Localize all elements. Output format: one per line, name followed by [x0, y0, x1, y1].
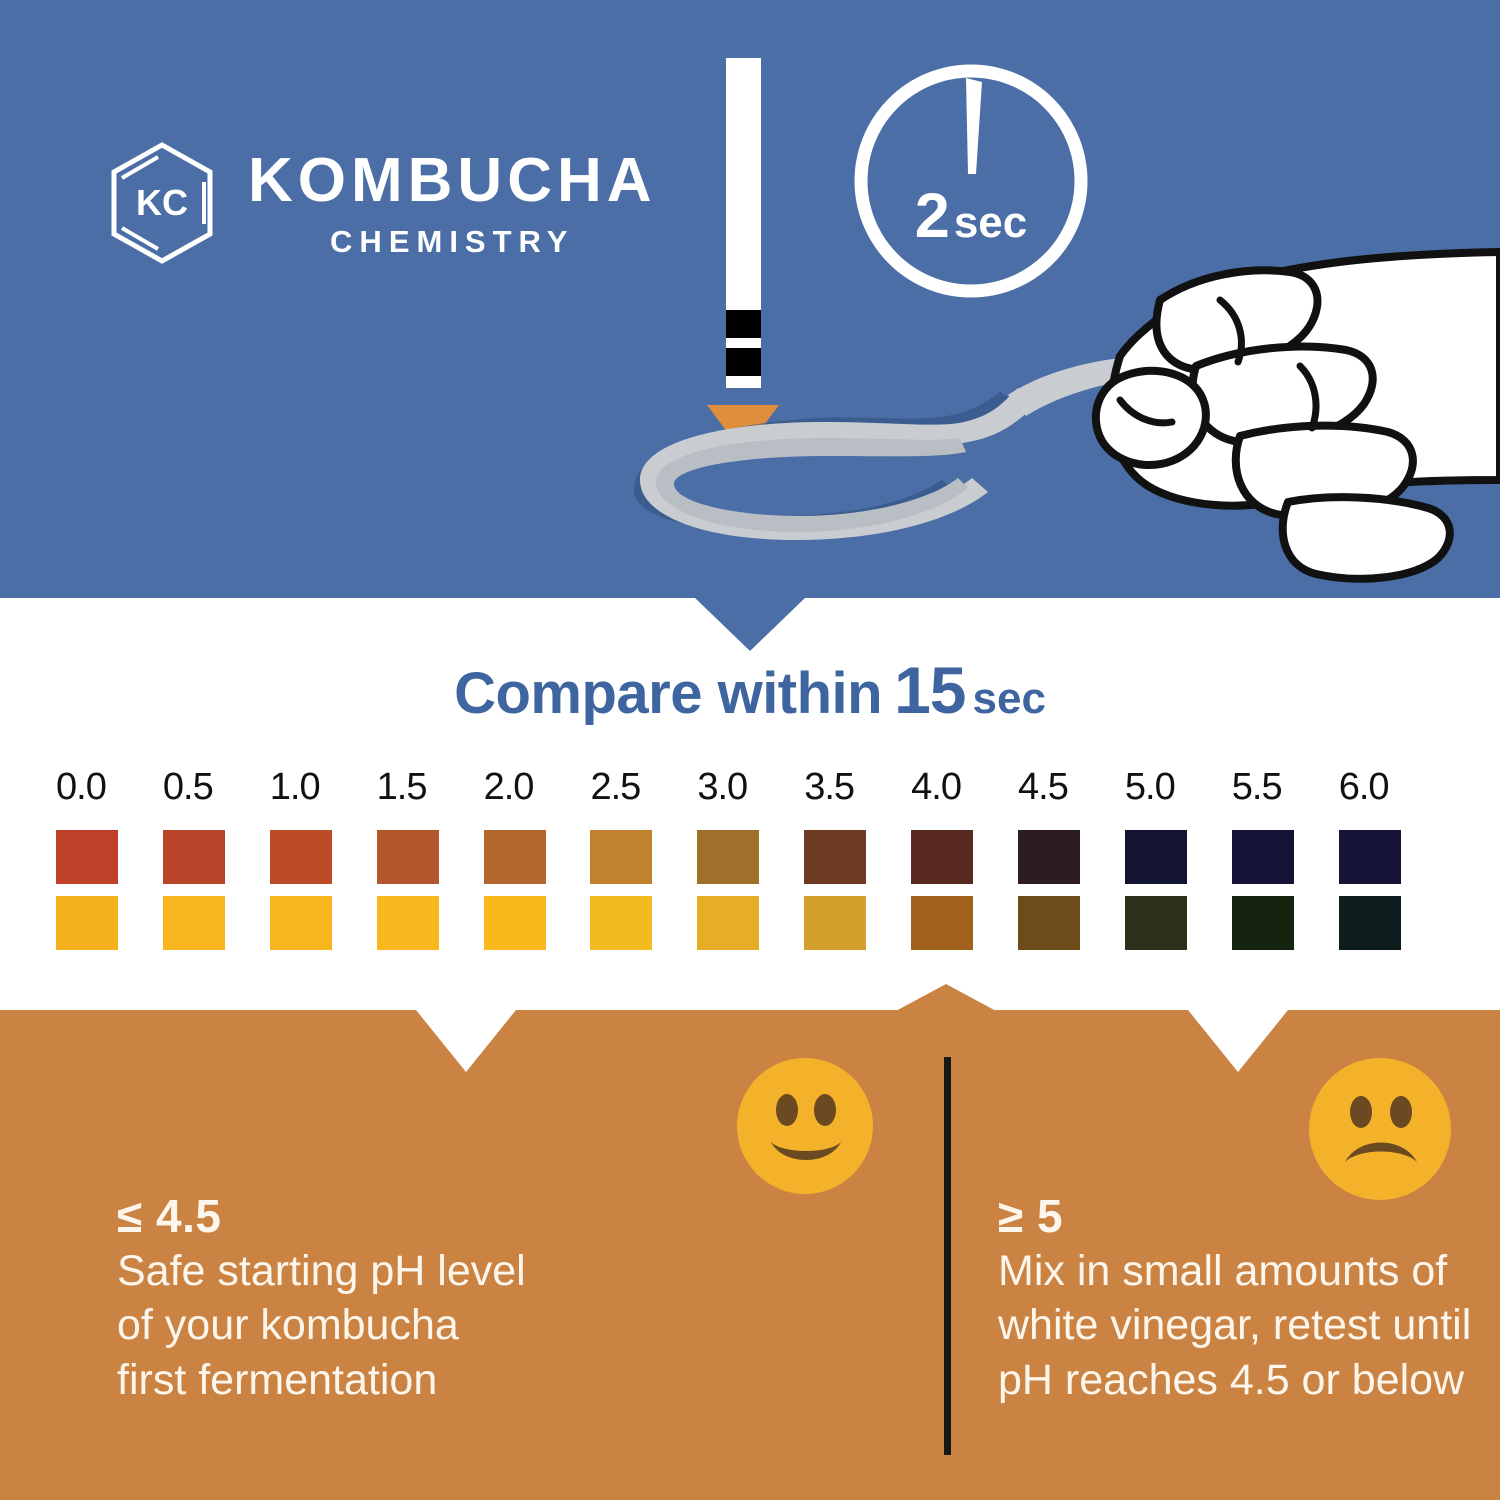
- scale-pointer-middle: [894, 984, 998, 1012]
- brand-logo: KC KOMBUCHA CHEMISTRY: [108, 142, 657, 264]
- scale-pointer-left: [416, 1010, 516, 1072]
- ph-swatch-upper: [1231, 830, 1294, 884]
- safe-ph-heading: ≤ 4.5: [117, 1190, 222, 1242]
- ph-scale-label: 6.0: [1338, 766, 1390, 808]
- ph-test-strip-pad-upper: [726, 310, 761, 338]
- ph-swatch-lower: [804, 896, 867, 950]
- compare-heading: Compare within 15 sec: [0, 652, 1500, 728]
- ph-swatch-lower: [697, 896, 760, 950]
- ph-scale-column: 5.0: [1124, 766, 1232, 950]
- ph-swatch-lower: [1018, 896, 1081, 950]
- ph-scale-label: 4.0: [911, 766, 962, 808]
- ph-scale-label: 2.5: [590, 766, 641, 808]
- logo-mark-text: KC: [136, 182, 188, 223]
- ph-scale-column: 0.0: [56, 768, 163, 950]
- ph-swatch-upper: [269, 830, 332, 884]
- bottom-panel-divider: [944, 1057, 951, 1455]
- high-ph-line-1: Mix in small amounts of: [998, 1247, 1448, 1296]
- ph-scale-column: 2.0: [483, 766, 591, 950]
- happy-face-icon: [737, 1058, 873, 1194]
- ph-swatch-lower: [376, 896, 439, 950]
- top-blue-panel: KC KOMBUCHA CHEMISTRY: [0, 0, 1500, 598]
- safe-ph-body: Safe starting pH level of your kombucha …: [117, 1244, 597, 1407]
- ph-scale-column: 4.5: [1018, 768, 1125, 950]
- scale-pointer-middle-base: [894, 1010, 998, 1016]
- high-ph-line-2: white vinegar, retest until: [998, 1301, 1472, 1350]
- ph-scale-column: 4.0: [911, 768, 1018, 950]
- ph-swatch-upper: [590, 830, 653, 884]
- ph-swatch-upper: [1338, 830, 1401, 884]
- ph-swatch-lower: [1231, 896, 1294, 950]
- compare-prefix: Compare within: [454, 661, 883, 726]
- ph-scale-label: 2.0: [483, 766, 535, 808]
- hand-spoon-illustration: [634, 248, 1500, 583]
- ph-swatch-upper: [56, 830, 118, 884]
- high-ph-line-3: pH reaches 4.5 or below: [998, 1355, 1465, 1404]
- ph-swatch-upper: [804, 830, 867, 884]
- high-ph-text-block: ≥ 5 Mix in small amounts of white vinega…: [998, 1190, 1472, 1407]
- ph-swatch-lower: [1338, 896, 1401, 950]
- ph-swatch-lower: [483, 896, 546, 950]
- high-ph-body: Mix in small amounts of white vinegar, r…: [998, 1244, 1472, 1407]
- safe-ph-line-1: Safe starting pH level: [117, 1247, 526, 1296]
- blue-panel-pointer: [694, 597, 806, 651]
- brand-name: KOMBUCHA: [248, 145, 657, 215]
- ph-scale-label: 3.5: [804, 766, 855, 808]
- ph-swatch-lower: [911, 896, 974, 950]
- ph-scale-column: 2.5: [590, 768, 697, 950]
- safe-ph-line-2: of your kombucha: [117, 1301, 459, 1350]
- brand-wordmark: KOMBUCHA CHEMISTRY: [248, 145, 657, 259]
- ph-swatch-upper: [1018, 830, 1081, 884]
- ph-swatch-upper: [162, 830, 225, 884]
- ph-scale-column: 1.5: [376, 766, 484, 950]
- ph-swatch-upper: [483, 830, 546, 884]
- ph-swatch-upper: [697, 830, 760, 884]
- ph-swatch-upper: [1124, 830, 1187, 884]
- sad-face-icon: [1309, 1058, 1451, 1200]
- timer-icon: [854, 64, 1088, 298]
- ph-swatch-lower: [1124, 896, 1187, 950]
- ph-scale-label: 5.5: [1231, 766, 1283, 808]
- ph-scale-column: 3.5: [804, 768, 911, 950]
- ph-scale-label: 0.5: [162, 766, 214, 808]
- ph-scale-column: 0.5: [162, 766, 270, 950]
- scale-pointer-right: [1188, 1010, 1288, 1072]
- ph-swatch-lower: [56, 896, 118, 950]
- ph-scale-column: 3.0: [697, 768, 804, 950]
- compare-seconds: 15: [894, 653, 966, 727]
- ph-swatch-lower: [269, 896, 332, 950]
- ph-scale-label: 4.5: [1018, 766, 1069, 808]
- timer-unit: sec: [953, 198, 1028, 247]
- safe-ph-text-block: ≤ 4.5 Safe starting pH level of your kom…: [117, 1192, 597, 1407]
- timer-value: 2: [914, 181, 950, 251]
- ph-swatch-lower: [590, 896, 653, 950]
- ph-color-scale: 0.0 0.5 1.0 1.5 2.0 2.5 3.0 3.5 4.0 4.5 5.0 5.5 6.0: [56, 768, 1446, 950]
- ph-swatch-upper: [376, 830, 439, 884]
- ph-swatch-upper: [911, 830, 974, 884]
- ph-scale-label: 0.0: [56, 766, 107, 808]
- ph-swatch-lower: [162, 896, 225, 950]
- ph-test-strip-pad-lower: [726, 348, 761, 376]
- ph-scale-label: 5.0: [1124, 766, 1176, 808]
- brand-tagline: CHEMISTRY: [330, 223, 575, 259]
- timer-label: 2sec: [852, 180, 1090, 252]
- ph-scale-column: 6.0: [1338, 766, 1446, 950]
- compare-unit: sec: [972, 674, 1046, 723]
- ph-scale-column: 5.5: [1231, 766, 1339, 950]
- high-ph-heading: ≥ 5: [998, 1190, 1064, 1242]
- ph-scale-column: 1.0: [269, 766, 377, 950]
- kc-hexagon-logo-icon: KC: [111, 142, 213, 264]
- ph-scale-label: 1.0: [269, 766, 321, 808]
- ph-scale-label: 1.5: [376, 766, 428, 808]
- ph-scale-label: 3.0: [697, 766, 748, 808]
- safe-ph-line-3: first fermentation: [117, 1355, 438, 1404]
